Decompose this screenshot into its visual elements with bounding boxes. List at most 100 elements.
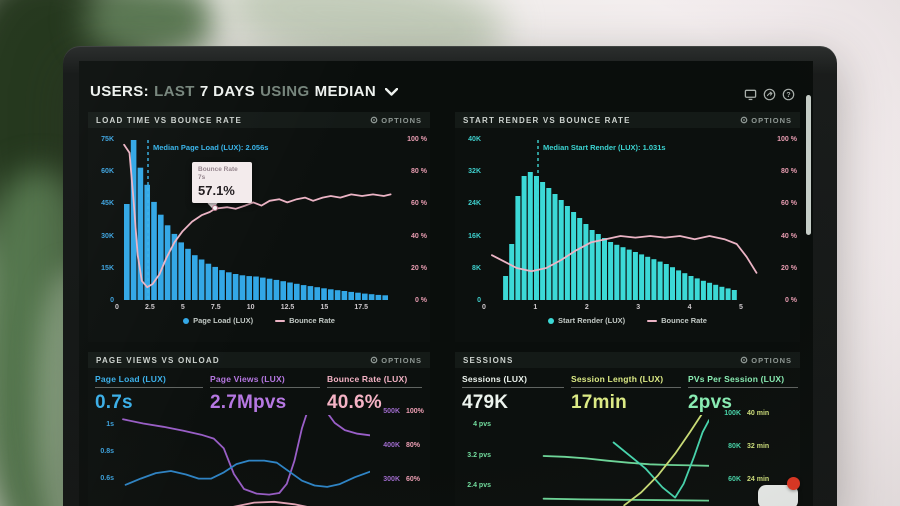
tick-label: 10 [246, 304, 255, 311]
help-icon[interactable]: ? [782, 88, 795, 101]
chat-button[interactable] [758, 485, 798, 506]
stat-value: 479K [462, 392, 509, 413]
tick-label: 1s [106, 421, 114, 428]
y-axis-right: 100 % 80 % 60 % 40 % 20 % 0 % [767, 135, 797, 305]
chart-legend: Start Render (LUX) Bounce Rate [455, 316, 800, 325]
users-filter-dropdown[interactable]: USERS: LAST 7 DAYS USING MEDIAN [90, 83, 399, 100]
stat-label: Bounce Rate (LUX) [327, 374, 422, 388]
panel-start-render: START RENDER VS BOUNCE RATE OPTIONS 40K 3… [455, 112, 800, 342]
tick-label: 60 % [411, 200, 427, 208]
y-axis-right: 500K 100% 400K 80% 300K 60% [376, 408, 426, 486]
tick-label: 4 [687, 304, 692, 311]
axis-k: 60K [728, 476, 741, 483]
legend-line-icon [647, 319, 658, 322]
start-render-chart[interactable] [487, 140, 759, 300]
page-views-chart[interactable] [118, 415, 370, 506]
tick-label: 4 pvs [473, 421, 491, 428]
axis-min: 32 min [747, 443, 770, 450]
axis-k: 500K [383, 408, 400, 415]
tick-label: 80 % [781, 168, 797, 176]
tick-label: 7.5 [210, 304, 221, 311]
tick-label: 80 % [411, 168, 427, 176]
panel-load-time: LOAD TIME VS BOUNCE RATE OPTIONS 75K 60K 4… [88, 112, 430, 342]
panel-page-views: PAGE VIEWS VS ONLOAD OPTIONS Page Load (… [88, 352, 430, 506]
options-button[interactable]: OPTIONS [370, 116, 422, 125]
tick-label: 60 % [781, 200, 797, 208]
panel-header: LOAD TIME VS BOUNCE RATE OPTIONS [88, 112, 430, 128]
title-users: USERS: [90, 83, 150, 100]
options-button[interactable]: OPTIONS [740, 116, 792, 125]
tick-label: 75K [101, 136, 114, 143]
options-label: OPTIONS [751, 355, 792, 365]
tick-label: 1 [533, 304, 538, 311]
tick-label: 15K [101, 264, 114, 272]
stat-bounce-rate: Bounce Rate (LUX) 40.6% [327, 374, 422, 414]
tick-label: 3 [636, 304, 641, 311]
panel-title: PAGE VIEWS VS ONLOAD [96, 355, 220, 365]
legend-bounce-rate[interactable]: Bounce Rate [275, 316, 335, 325]
tooltip-subtitle: 7s [198, 174, 206, 181]
tick-label: 3.2 pvs [467, 451, 491, 459]
gear-icon [740, 116, 748, 124]
tick-label: 2.4 pvs [467, 482, 491, 489]
tick-label: 0 [482, 304, 486, 311]
title-7days: 7 DAYS [199, 83, 256, 100]
panel-header: START RENDER VS BOUNCE RATE OPTIONS [455, 112, 800, 128]
axis-k: 100K [724, 410, 741, 417]
y-axis-right: 100 % 80 % 60 % 40 % 20 % 0 % [397, 135, 427, 305]
legend-label: Bounce Rate [289, 316, 335, 325]
sessions-chart[interactable] [497, 415, 709, 506]
tick-label: 60K [101, 168, 114, 176]
axis-row: 400K 80% [376, 442, 426, 452]
display-icon[interactable] [744, 88, 757, 101]
tooltip-title: Bounce Rate [198, 166, 238, 173]
tick-label: 2.5 [145, 304, 155, 311]
stat-label: Session Length (LUX) [571, 374, 681, 388]
options-label: OPTIONS [381, 115, 422, 125]
load-time-chart[interactable] [120, 140, 392, 300]
stat-label: Sessions (LUX) [462, 374, 564, 388]
tick-label: 100 % [407, 136, 427, 143]
notification-badge [787, 477, 800, 490]
title-using: USING [260, 83, 310, 100]
tick-label: 0.6s [100, 475, 114, 482]
stat-label: Page Load (LUX) [95, 374, 203, 388]
options-button[interactable]: OPTIONS [740, 356, 792, 365]
chevron-down-icon [385, 87, 399, 96]
tick-label: 0 [477, 296, 481, 304]
axis-min: 40 min [747, 410, 770, 417]
axis-row: 300K 60% [376, 476, 426, 486]
legend-label: Page Load (LUX) [193, 316, 254, 325]
stats-row: Sessions (LUX) 479K Session Length (LUX)… [455, 374, 800, 414]
axis-row: 60K 24 min [717, 476, 795, 486]
gear-icon [370, 356, 378, 364]
legend-start-render[interactable]: Start Render (LUX) [548, 316, 625, 325]
stats-row: Page Load (LUX) 0.7s Page Views (LUX) 2.… [88, 374, 430, 414]
title-last: LAST [154, 83, 195, 100]
stat-session-length: Session Length (LUX) 17min [571, 374, 681, 414]
y-axis-left: 4 pvs 3.2 pvs 2.4 pvs [457, 420, 491, 490]
axis-row: 100K 40 min [717, 410, 795, 420]
x-axis: 0 2.5 5 7.5 10 12.5 15 17.5 [115, 303, 368, 312]
stat-value: 2.7Mpvs [210, 392, 287, 413]
stat-label: PVs Per Session (LUX) [688, 374, 798, 388]
legend-bounce-rate[interactable]: Bounce Rate [647, 316, 707, 325]
tick-label: 20 % [411, 264, 427, 272]
svg-text:?: ? [786, 92, 790, 99]
laptop-bezel: USERS: LAST 7 DAYS USING MEDIAN ? LOAD T… [63, 46, 837, 506]
scrollbar[interactable] [806, 95, 811, 235]
tick-label: 15 [320, 304, 329, 311]
stat-label: Page Views (LUX) [210, 374, 320, 388]
stat-value: 0.7s [95, 392, 133, 413]
panel-title: START RENDER VS BOUNCE RATE [463, 115, 631, 125]
tick-label: 0 [110, 296, 114, 304]
options-button[interactable]: OPTIONS [370, 356, 422, 365]
legend-page-load[interactable]: Page Load (LUX) [183, 316, 253, 325]
options-label: OPTIONS [751, 115, 792, 125]
stat-value: 17min [571, 392, 627, 413]
panel-title: LOAD TIME VS BOUNCE RATE [96, 115, 242, 125]
legend-line-icon [275, 319, 286, 322]
options-label: OPTIONS [381, 355, 422, 365]
share-icon[interactable] [763, 88, 776, 101]
